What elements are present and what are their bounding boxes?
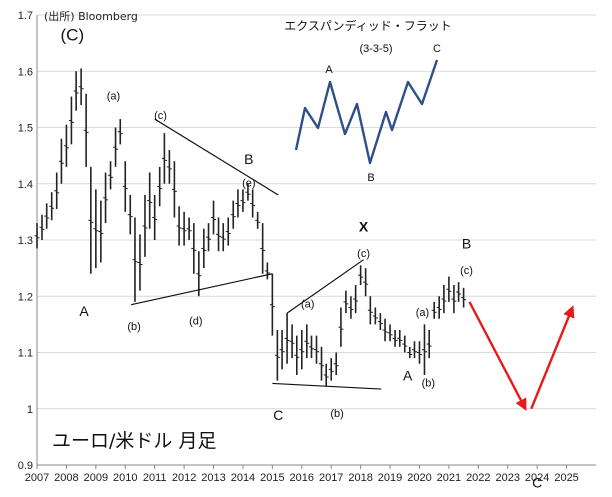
wave-label-0: (C) <box>61 25 85 44</box>
forecast-arrows <box>468 301 575 411</box>
wave-label-17: (c) <box>460 265 473 277</box>
wave-label-4: (e) <box>242 178 255 190</box>
x-tick-label-17: 2024 <box>525 472 549 484</box>
y-tick-label-3: 1.2 <box>18 291 33 303</box>
x-tick-label-12: 2019 <box>378 472 402 484</box>
inset-label-B: B <box>367 172 374 184</box>
wave-label-11: C <box>273 407 283 423</box>
x-tick-label-9: 2016 <box>290 472 314 484</box>
inset-wave-path <box>294 59 439 165</box>
x-tick-label-18: 2025 <box>554 472 578 484</box>
expanded-flat-inset: エクスパンディッド・フラット (3-3-5) A B C <box>284 18 451 184</box>
inset-subtitle: (3-3-5) <box>359 43 392 55</box>
forecast-arrow-1 <box>530 305 575 410</box>
trend-line-1 <box>131 273 273 306</box>
wave-label-15: (b) <box>422 377 435 389</box>
y-tick-label-8: 1.7 <box>18 10 33 22</box>
wave-labels: (C) (a) (c) B (e) A (b) (d) X (c) (a) C (b) (a) A (b) B (… <box>61 25 543 490</box>
x-tick-label-10: 2017 <box>319 472 343 484</box>
source-label: (出所) Bloomberg <box>44 9 138 23</box>
ohlc-bars <box>34 68 467 387</box>
y-tick-label-1: 1 <box>27 404 33 416</box>
wave-label-13: (a) <box>416 307 429 319</box>
x-tick-label-1: 2008 <box>54 472 78 484</box>
x-tick-labels: 2007 2008 2009 2010 2011 2012 2013 2014 2015 2016… <box>25 472 579 484</box>
wave-label-3: B <box>244 151 253 167</box>
x-tick-label-2: 2009 <box>84 472 108 484</box>
y-tick-label-2: 1.1 <box>18 348 33 360</box>
trend-lines <box>131 118 382 390</box>
trend-line-2 <box>286 259 364 314</box>
x-tick-label-16: 2023 <box>495 472 519 484</box>
wave-label-6: (b) <box>127 321 140 333</box>
x-tick-label-5: 2012 <box>172 472 196 484</box>
chart-title: ユーロ/米ドル 月足 <box>52 430 216 452</box>
wave-label-16: B <box>462 235 471 251</box>
inset-label-C: C <box>433 43 441 55</box>
x-tick-label-4: 2011 <box>143 472 167 484</box>
wave-label-8: X <box>359 219 369 235</box>
wave-label-12: (b) <box>330 408 343 420</box>
x-tick-label-15: 2022 <box>466 472 490 484</box>
wave-label-14: A <box>403 368 413 384</box>
x-tick-label-8: 2015 <box>260 472 284 484</box>
y-tick-label-6: 1.5 <box>18 123 33 135</box>
wave-label-1: (a) <box>107 90 120 102</box>
forecast-arrow-0 <box>468 301 527 411</box>
y-tick-label-5: 1.4 <box>18 179 33 191</box>
y-tick-labels: 0.9 1 1.1 1.2 1.3 1.4 1.5 1.6 1.7 <box>18 10 33 472</box>
trend-line-0 <box>154 118 279 196</box>
trend-line-3 <box>272 382 382 390</box>
y-tick-label-0: 0.9 <box>18 460 33 472</box>
y-tick-label-4: 1.3 <box>18 235 33 247</box>
x-tick-label-11: 2018 <box>348 472 372 484</box>
wave-label-5: A <box>79 303 89 319</box>
x-tick-label-14: 2021 <box>437 472 461 484</box>
y-tick-label-7: 1.6 <box>18 66 33 78</box>
x-tick-label-6: 2013 <box>201 472 225 484</box>
x-tick-label-7: 2014 <box>231 472 255 484</box>
wave-label-9: (c) <box>357 248 370 260</box>
x-tick-label-13: 2020 <box>407 472 431 484</box>
wave-label-7: (d) <box>189 315 202 327</box>
x-tick-label-3: 2010 <box>113 472 137 484</box>
inset-title: エクスパンディッド・フラット <box>284 18 451 33</box>
wave-label-18: C <box>532 475 542 491</box>
x-tick-label-0: 2007 <box>25 472 49 484</box>
wave-label-10: (a) <box>301 299 314 311</box>
wave-label-2: (c) <box>154 110 167 122</box>
inset-label-A: A <box>325 64 333 76</box>
